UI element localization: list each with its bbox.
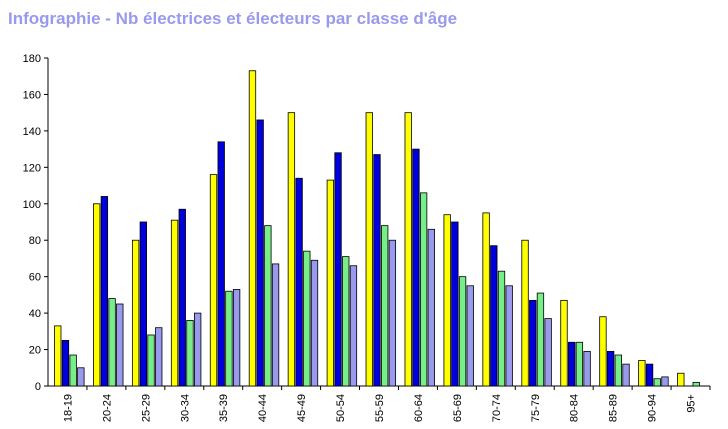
bar — [653, 378, 661, 387]
bar — [61, 340, 70, 387]
bar — [677, 372, 685, 387]
chart-bars — [54, 70, 700, 387]
y-tick-label: 140 — [23, 126, 41, 138]
y-tick-label: 100 — [23, 199, 41, 211]
x-tick-label: 50-54 — [335, 394, 347, 422]
bar — [583, 350, 591, 387]
bar — [544, 318, 552, 387]
bar — [225, 290, 233, 387]
bar — [186, 319, 194, 387]
bar — [326, 179, 334, 387]
chart-tick-labels: 0 20 40 60 80 100 120 140 160 180 18-19 20-24 25-29 3… — [23, 53, 698, 422]
bar — [69, 354, 77, 387]
bar — [139, 221, 147, 387]
x-tick-label: 65-69 — [452, 394, 464, 422]
bar — [575, 341, 584, 387]
bar — [170, 219, 179, 387]
x-tick-label: 45-49 — [296, 394, 308, 422]
y-tick-label: 180 — [23, 53, 41, 65]
bar — [466, 285, 474, 387]
bar — [521, 239, 529, 387]
bar — [256, 119, 264, 387]
bar — [349, 265, 358, 387]
bar — [529, 299, 537, 387]
bar — [606, 350, 615, 387]
bar — [147, 334, 155, 387]
bar — [155, 327, 163, 387]
bar — [232, 289, 241, 387]
x-tick-label: 20-24 — [101, 394, 113, 422]
bar — [568, 341, 576, 387]
bar — [209, 174, 218, 387]
bar — [381, 225, 389, 387]
x-tick-label: 80-84 — [569, 394, 581, 422]
bar — [560, 299, 568, 387]
bar — [412, 148, 420, 387]
y-tick-label: 160 — [23, 89, 41, 101]
bar — [77, 367, 85, 387]
bar — [178, 208, 186, 387]
bar — [287, 112, 296, 387]
bar — [458, 276, 467, 387]
bar — [217, 141, 225, 387]
bar — [692, 381, 700, 387]
bar — [54, 325, 62, 387]
bar — [645, 363, 654, 387]
bar — [614, 354, 622, 387]
bar — [194, 312, 202, 387]
bar — [373, 154, 381, 387]
bar — [451, 221, 459, 387]
chart-title: Infographie - Nb électrices et électeurs… — [8, 9, 458, 28]
bar — [599, 316, 607, 387]
bar — [271, 263, 280, 387]
bar — [100, 196, 109, 387]
bar — [505, 285, 513, 387]
bar — [334, 152, 342, 387]
bar — [248, 70, 257, 387]
y-tick-label: 40 — [29, 308, 41, 320]
x-tick-label: 55-59 — [374, 394, 386, 422]
bar — [310, 259, 319, 387]
bar — [108, 298, 116, 387]
x-tick-label: 25-29 — [140, 394, 152, 422]
bar — [661, 376, 669, 387]
x-tick-label: 18-19 — [62, 394, 74, 422]
y-tick-label: 120 — [23, 162, 41, 174]
bar — [427, 228, 435, 387]
bar — [365, 112, 373, 387]
bar — [388, 239, 397, 387]
bar — [342, 256, 350, 387]
bar — [404, 112, 412, 387]
bar — [497, 270, 506, 387]
bar — [264, 225, 272, 387]
bar — [303, 250, 311, 387]
bar — [482, 212, 490, 387]
y-tick-label: 60 — [29, 272, 41, 284]
x-tick-label: 85-89 — [608, 394, 620, 422]
bar — [116, 303, 124, 387]
bar — [622, 363, 630, 387]
x-tick-label: 40-44 — [257, 394, 269, 422]
y-tick-label: 0 — [35, 381, 41, 393]
x-tick-label: 75-79 — [530, 394, 542, 422]
bar — [443, 214, 451, 387]
bar — [536, 292, 545, 387]
x-tick-label: 95+ — [686, 394, 698, 413]
x-tick-label: 60-64 — [413, 394, 425, 422]
bar — [131, 239, 140, 387]
bar — [93, 203, 101, 387]
x-tick-label: 35-39 — [218, 394, 230, 422]
x-tick-label: 90-94 — [647, 394, 659, 422]
bar — [419, 192, 428, 387]
x-tick-label: 30-34 — [179, 394, 191, 422]
bar — [638, 360, 646, 387]
y-tick-label: 20 — [29, 345, 41, 357]
bar — [295, 177, 303, 387]
y-tick-label: 80 — [29, 235, 41, 247]
bar — [490, 245, 498, 387]
x-tick-label: 70-74 — [491, 394, 503, 422]
